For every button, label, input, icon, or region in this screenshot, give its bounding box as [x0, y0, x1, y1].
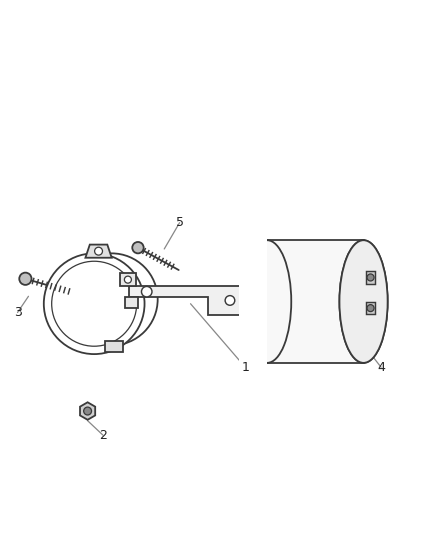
Circle shape [367, 304, 374, 312]
Text: 3: 3 [14, 306, 21, 319]
Bar [366, 302, 375, 314]
Circle shape [124, 276, 131, 283]
Polygon shape [120, 273, 136, 286]
Text: 5: 5 [176, 216, 184, 229]
Circle shape [19, 273, 32, 285]
Polygon shape [105, 341, 123, 352]
Circle shape [132, 242, 144, 253]
Circle shape [66, 253, 158, 345]
Polygon shape [239, 231, 267, 372]
Circle shape [225, 296, 235, 305]
Polygon shape [125, 297, 138, 308]
Circle shape [95, 247, 102, 255]
Ellipse shape [243, 240, 291, 363]
Ellipse shape [339, 240, 388, 363]
Text: 4: 4 [377, 361, 385, 374]
Polygon shape [129, 286, 247, 314]
Circle shape [367, 274, 374, 281]
Circle shape [84, 407, 92, 415]
Circle shape [44, 253, 145, 354]
Text: 2: 2 [99, 429, 107, 442]
Circle shape [141, 286, 152, 297]
Bar [366, 271, 375, 284]
Polygon shape [85, 245, 112, 258]
Text: 1: 1 [241, 361, 249, 374]
Polygon shape [80, 402, 95, 420]
Ellipse shape [339, 240, 388, 363]
Polygon shape [267, 240, 364, 363]
